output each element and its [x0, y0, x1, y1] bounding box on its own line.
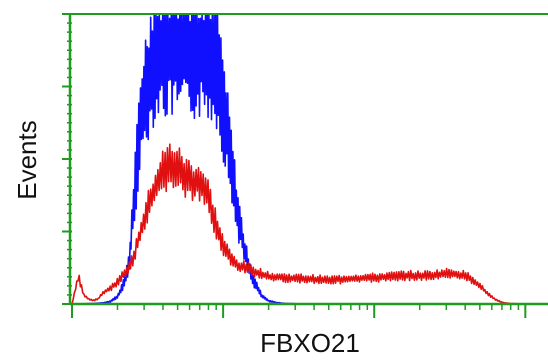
- x-axis-label: FBXO21: [260, 328, 360, 358]
- sample-histogram-line: [71, 143, 526, 305]
- plot-area: [70, 14, 548, 304]
- y-axis-label: Events: [12, 120, 42, 200]
